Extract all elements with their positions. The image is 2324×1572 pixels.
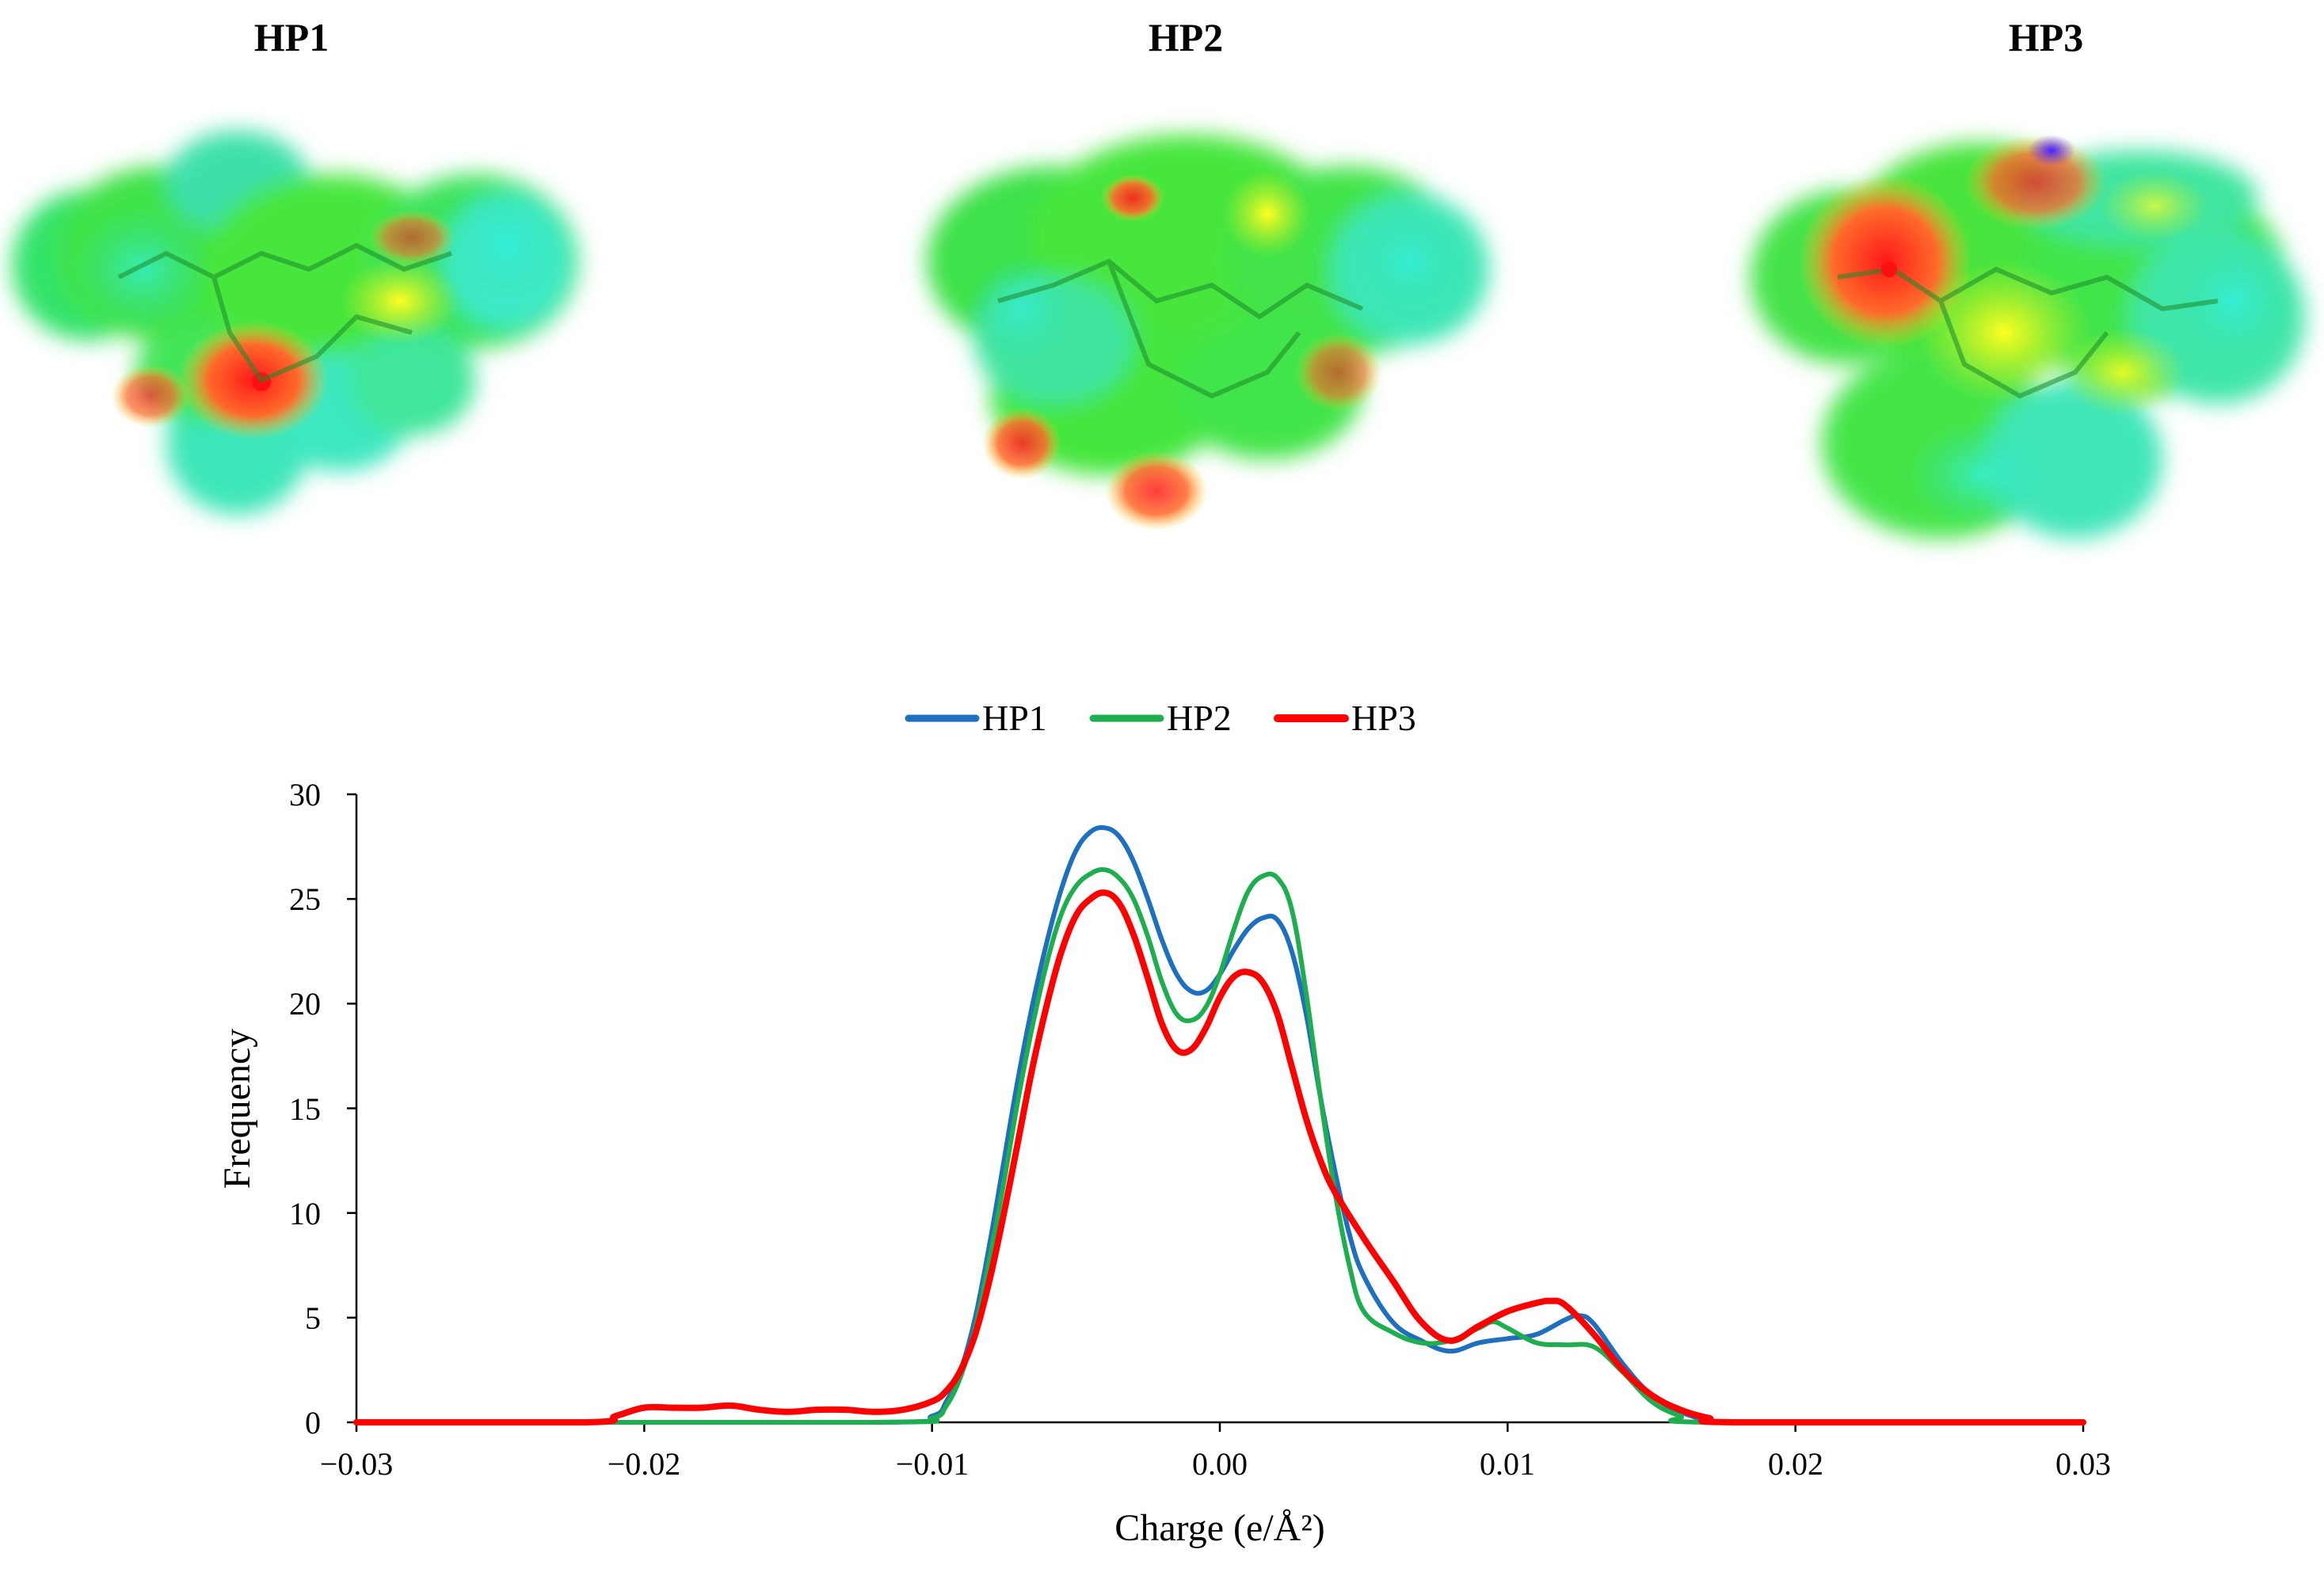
x-tick-labels: −0.03 −0.02 −0.01 0.00 0.01 0.02 0.03 <box>320 1446 2111 1482</box>
legend-label-hp2: HP2 <box>1167 698 1232 738</box>
y-tick-label: 10 <box>289 1196 321 1231</box>
legend-label-hp3: HP3 <box>1351 698 1416 738</box>
x-tick-label: −0.01 <box>896 1446 970 1482</box>
y-tick-label: 5 <box>305 1300 321 1336</box>
series-line-hp2 <box>354 866 2086 1425</box>
y-tick-label: 0 <box>305 1405 321 1441</box>
x-axis-title: Charge (e/Å²) <box>1114 1507 1324 1549</box>
series-lines <box>353 824 2086 1426</box>
x-tick-label: 0.03 <box>2055 1446 2111 1482</box>
y-tick-label: 30 <box>289 777 321 813</box>
y-tick-label: 25 <box>289 881 321 917</box>
x-tick-label: 0.02 <box>1768 1446 1823 1482</box>
molecule-surfaces <box>12 131 2305 539</box>
x-tick-label: −0.03 <box>320 1446 394 1482</box>
y-tick-label: 15 <box>289 1091 321 1127</box>
molecule-label-hp3: HP3 <box>2008 15 2084 59</box>
hp3-surface-image <box>1751 135 2305 539</box>
x-tick-label: 0.01 <box>1480 1446 1535 1482</box>
legend-label-hp1: HP1 <box>982 698 1047 738</box>
series-line-hp1 <box>354 824 2086 1425</box>
y-tick-labels: 0 5 10 15 20 25 30 <box>289 777 321 1441</box>
y-axis-ticks <box>347 793 356 1424</box>
legend: HP1 HP2 HP3 <box>905 698 1416 738</box>
hp1-surface-image <box>12 131 578 515</box>
series-line-hp3 <box>353 889 2086 1426</box>
molecule-label-hp1: HP1 <box>253 15 330 59</box>
x-tick-label: −0.02 <box>608 1446 681 1482</box>
y-tick-label: 20 <box>289 986 321 1022</box>
hp2-surface-image <box>927 135 1489 531</box>
y-axis-title: Frequency <box>216 1029 258 1189</box>
x-tick-label: 0.00 <box>1192 1446 1248 1482</box>
molecule-label-hp2: HP2 <box>1148 15 1224 59</box>
